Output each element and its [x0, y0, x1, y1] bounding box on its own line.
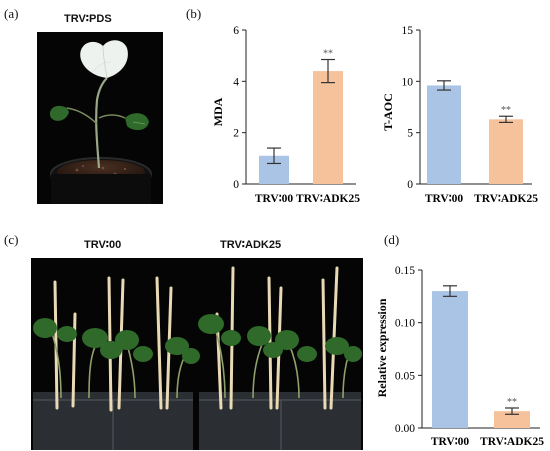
taoc-y-tick-label-2: 10 — [402, 76, 414, 88]
relative-expression-bar-chart: 0.000.050.100.15 ** Relative expression … — [376, 265, 544, 448]
taoc-significance-1: ** — [501, 105, 511, 116]
mda-y-tick-label-3: 6 — [233, 25, 239, 37]
mda-y-tick-label-1: 2 — [233, 128, 239, 140]
mda-error-bar-0 — [267, 147, 281, 165]
seedling-illustration — [49, 40, 152, 204]
expr-error-bar-0 — [443, 285, 457, 297]
taoc-y-axis-label: T-AOC — [382, 93, 395, 131]
mda-y-tick-label-2: 4 — [233, 76, 239, 88]
taoc-error-bar-0 — [437, 80, 451, 91]
panel-label-a: (a) — [4, 6, 19, 21]
mda-x-tick-adk25: TRV∶ADK25 — [296, 193, 360, 205]
expr-x-tick-adk25: TRV∶ADK25 — [480, 436, 544, 448]
expr-error-bar-1 — [505, 407, 519, 415]
expr-y-tick-label-1: 0.05 — [395, 370, 415, 382]
taoc-bar-chart: 0 5 10 15 ** T-AOC TRV∶00 TRV∶ADK25 — [382, 25, 538, 205]
expr-significance-1: ** — [507, 397, 517, 408]
expr-bar-0 — [432, 291, 468, 428]
plants-illustration — [33, 266, 362, 450]
mda-y-axis-label: MDA — [212, 97, 225, 126]
taoc-y-tick-label-1: 5 — [407, 128, 413, 140]
panel-label-b: (b) — [186, 6, 202, 21]
expr-y-tick-label-2: 0.10 — [395, 318, 415, 330]
mda-bar-chart: 0 2 4 6 ** MDA TRV∶00 TRV∶ADK25 — [212, 25, 360, 205]
mda-y-tick-label-0: 0 — [233, 179, 239, 191]
mda-bar-1 — [313, 71, 343, 184]
panel-c-right-group-label: TRV∶ADK25 — [220, 239, 282, 251]
mda-error-bar-1 — [321, 58, 335, 84]
taoc-error-bar-1 — [499, 115, 513, 124]
taoc-y-tick-label-0: 0 — [407, 179, 413, 191]
silenced-plants-photo — [31, 258, 363, 450]
expr-bar-1 — [494, 411, 530, 428]
panel-label-c: (c) — [4, 232, 19, 247]
panel-a-title: TRV∶PDS — [64, 13, 112, 25]
expr-y-tick-label-3: 0.15 — [395, 265, 415, 277]
expr-y-axis-label: Relative expression — [376, 298, 389, 397]
taoc-bar-0 — [427, 85, 461, 184]
mda-significance-1: ** — [323, 49, 333, 60]
panel-label-d: (d) — [384, 232, 400, 247]
taoc-x-tick-adk25: TRV∶ADK25 — [474, 193, 538, 205]
expr-x-tick-00: TRV∶00 — [431, 436, 470, 448]
taoc-x-tick-00: TRV∶00 — [425, 193, 464, 205]
mda-x-tick-00: TRV∶00 — [255, 193, 294, 205]
expr-y-tick-label-0: 0.00 — [395, 423, 415, 435]
albino-seedling-photo — [37, 32, 163, 204]
panel-c-left-group-label: TRV∶00 — [84, 239, 122, 251]
taoc-bar-1 — [489, 119, 523, 184]
taoc-y-tick-label-3: 15 — [402, 25, 414, 37]
